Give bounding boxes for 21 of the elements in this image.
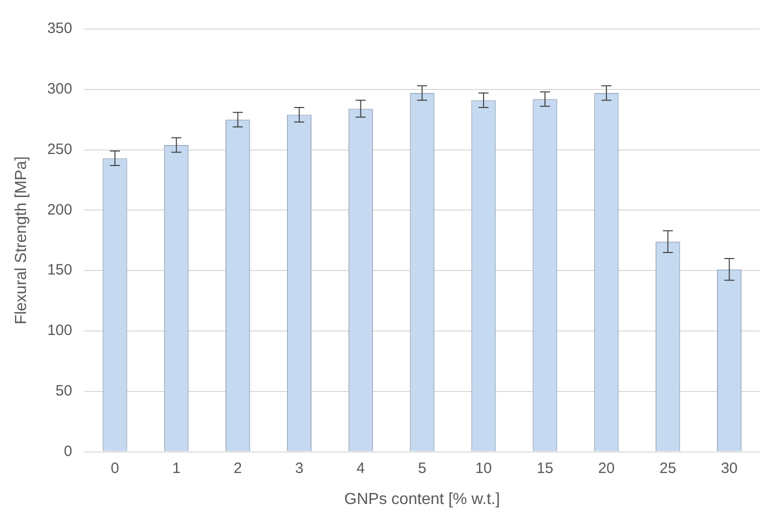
y-axis-title: Flexural Strength [MPa]	[13, 156, 30, 324]
x-tick-label: 2	[234, 460, 242, 477]
x-tick-label: 15	[536, 460, 554, 477]
y-tick-label: 200	[47, 201, 72, 218]
x-tick-label: 0	[110, 460, 120, 477]
y-tick-label: 250	[47, 140, 72, 158]
y-tick-label: 50	[56, 382, 72, 400]
x-tick-label: 10	[475, 460, 492, 477]
x-tick-label: 1	[172, 460, 181, 477]
x-tick-label: 3	[295, 460, 304, 477]
x-tick-label: 25	[660, 460, 676, 477]
y-tick-label: 350	[47, 20, 72, 38]
x-tick-label: 30	[720, 460, 738, 477]
y-tick-label: 150	[47, 262, 72, 279]
y-tick-label: 100	[47, 322, 72, 340]
x-tick-label: 4	[356, 460, 365, 477]
x-axis-title: GNPs content [% w.t.]	[344, 490, 500, 508]
y-tick-label: 300	[47, 80, 72, 98]
x-tick-label: 20	[598, 460, 615, 477]
y-tick-label: 0	[64, 442, 72, 460]
x-tick-label: 5	[418, 460, 426, 477]
